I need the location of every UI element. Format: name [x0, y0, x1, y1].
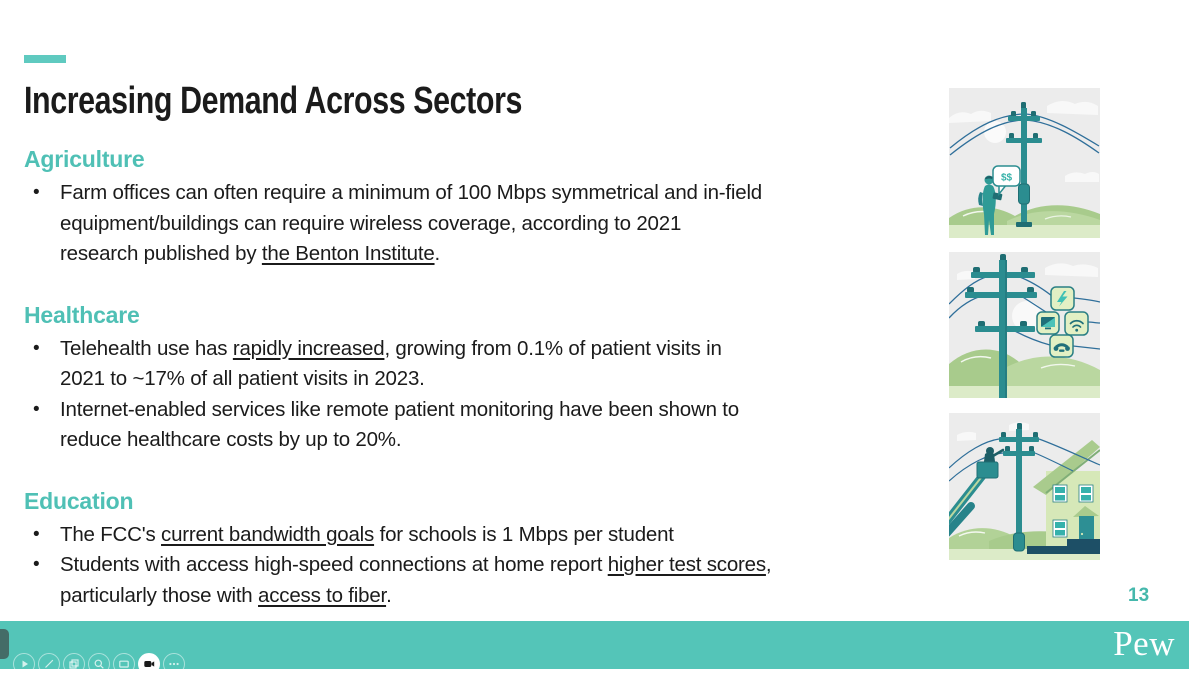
- text-link[interactable]: the Benton Institute: [261, 242, 435, 265]
- utility-pole-surveyor-graphic: $$: [949, 88, 1100, 238]
- toolbar-button-slides[interactable]: [63, 653, 85, 675]
- bucket-lift: [943, 447, 1005, 537]
- presenter-toolbar: [13, 653, 185, 675]
- text-run: Farm offices can often require a minimum…: [60, 181, 763, 204]
- utility-pole: [999, 423, 1039, 552]
- toolbar-button-more[interactable]: [163, 653, 185, 675]
- utility-pole: [965, 254, 1037, 398]
- bullet-item: Internet-enabled services like remote pa…: [24, 395, 954, 456]
- text-run: equipment/buildings can require wireless…: [60, 211, 682, 235]
- toolbar-collapse-tab[interactable]: [0, 629, 9, 659]
- dollar-speech-bubble: $$: [992, 165, 1021, 197]
- text-run: , growing from 0.1% of patient visits in: [384, 336, 722, 360]
- text-run: reduce healthcare costs by up to 20%.: [60, 428, 402, 451]
- text-run: Internet-enabled services like remote pa…: [60, 397, 739, 421]
- tv-icon: [1041, 317, 1055, 330]
- toolbar-button-zoom[interactable]: [88, 653, 110, 675]
- text-run: research published by: [60, 242, 262, 265]
- toolbar-button-screen[interactable]: [113, 653, 135, 675]
- text-run: for schools is 1 Mbps per student: [374, 522, 674, 546]
- section-heading: Education: [24, 487, 134, 514]
- section-education: Education The FCC's current bandwidth goa…: [24, 488, 954, 612]
- text-run: ,: [765, 553, 772, 576]
- bullet-item: Students with access high-speed connecti…: [24, 550, 954, 611]
- bullet-item: Farm offices can often require a minimum…: [24, 178, 954, 270]
- dollar-speech-text: $$: [1001, 173, 1013, 184]
- section-agriculture: Agriculture Farm offices can often requir…: [24, 146, 954, 270]
- text-link[interactable]: rapidly increased: [232, 336, 385, 360]
- draw-icon: [45, 659, 54, 668]
- text-run: particularly those with: [60, 583, 259, 607]
- illustration-column: $$: [943, 88, 1101, 565]
- toolbar-button-camera[interactable]: [138, 653, 160, 675]
- section-healthcare: Healthcare Telehealth use has rapidly inc…: [24, 302, 954, 456]
- text-run: Telehealth use has: [60, 336, 233, 360]
- camera-icon: [144, 661, 155, 667]
- illustration-utility-pole-connected-services: [948, 252, 1101, 403]
- section-heading: Agriculture: [24, 146, 145, 172]
- illustration-bucket-lift-home-installation: [943, 413, 1101, 565]
- text-run: .: [386, 583, 392, 607]
- text-link[interactable]: current bandwidth goals: [161, 522, 375, 546]
- slides-icon: [69, 659, 79, 669]
- bullet-item: The FCC's current bandwidth goals for sc…: [24, 520, 954, 551]
- text-run: 2021 to ~17% of all patient visits in 20…: [60, 367, 425, 390]
- zoom-icon: [94, 659, 104, 669]
- connected-services-graphic: [948, 252, 1101, 398]
- slide-body: Agriculture Farm offices can often requir…: [24, 146, 954, 643]
- pew-logo: Pew: [1113, 624, 1175, 663]
- text-link[interactable]: access to fiber: [258, 583, 387, 607]
- section-heading: Healthcare: [24, 301, 140, 328]
- text-run: Students with access high-speed connecti…: [60, 553, 608, 576]
- bullet-list: Telehealth use has rapidly increased, gr…: [24, 334, 954, 456]
- toolbar-button-draw[interactable]: [38, 653, 60, 675]
- accent-dash: [24, 55, 66, 63]
- illustration-utility-pole-surveyor: $$: [949, 88, 1100, 243]
- wifi-icon: [1069, 319, 1084, 332]
- page-number: 13: [1128, 585, 1150, 606]
- surveyor-person: [978, 175, 1003, 235]
- more-icon: [169, 662, 179, 666]
- utility-pole: [1006, 102, 1042, 227]
- toolbar-button-play[interactable]: [13, 653, 35, 675]
- bullet-list: Farm offices can often require a minimum…: [24, 178, 954, 270]
- text-run: .: [434, 242, 441, 265]
- phone-icon: [1053, 343, 1070, 352]
- footer-bar: [0, 621, 1189, 669]
- play-icon: [22, 660, 28, 668]
- bullet-item: Telehealth use has rapidly increased, gr…: [24, 334, 954, 395]
- text-link[interactable]: higher test scores: [607, 553, 766, 576]
- screen-icon: [119, 660, 129, 668]
- bullet-list: The FCC's current bandwidth goals for sc…: [24, 520, 954, 612]
- electricity-icon: [1057, 291, 1068, 307]
- text-run: The FCC's: [60, 522, 162, 546]
- page-title: Increasing Demand Across Sectors: [24, 80, 523, 122]
- home-installation-graphic: [943, 413, 1101, 560]
